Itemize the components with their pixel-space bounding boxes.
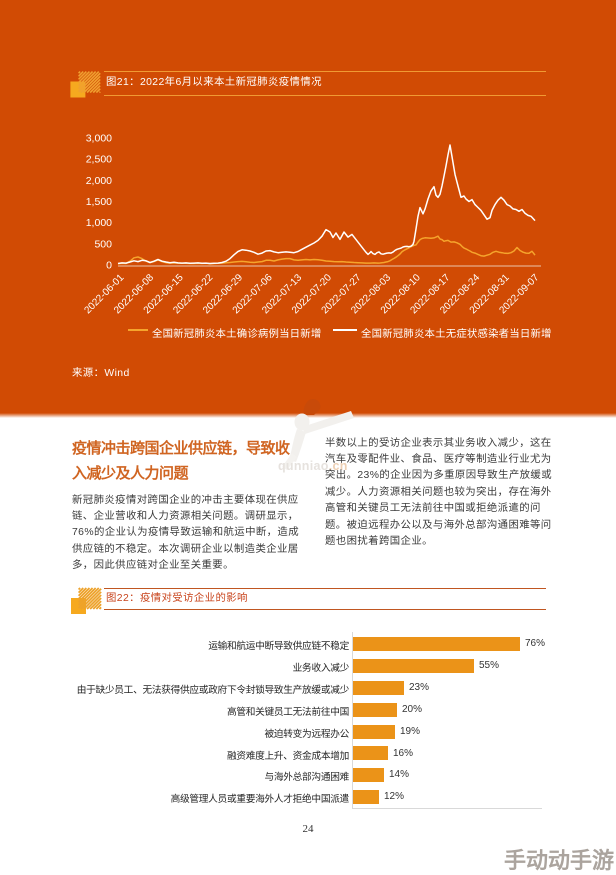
svg-text:3,000: 3,000	[86, 133, 112, 145]
svg-text:1,500: 1,500	[86, 196, 112, 208]
svg-text:2,000: 2,000	[86, 175, 112, 187]
svg-text:500: 500	[94, 238, 112, 250]
svg-text:2,500: 2,500	[86, 154, 112, 166]
svg-text:0: 0	[106, 260, 112, 272]
svg-text:1,000: 1,000	[86, 217, 112, 229]
